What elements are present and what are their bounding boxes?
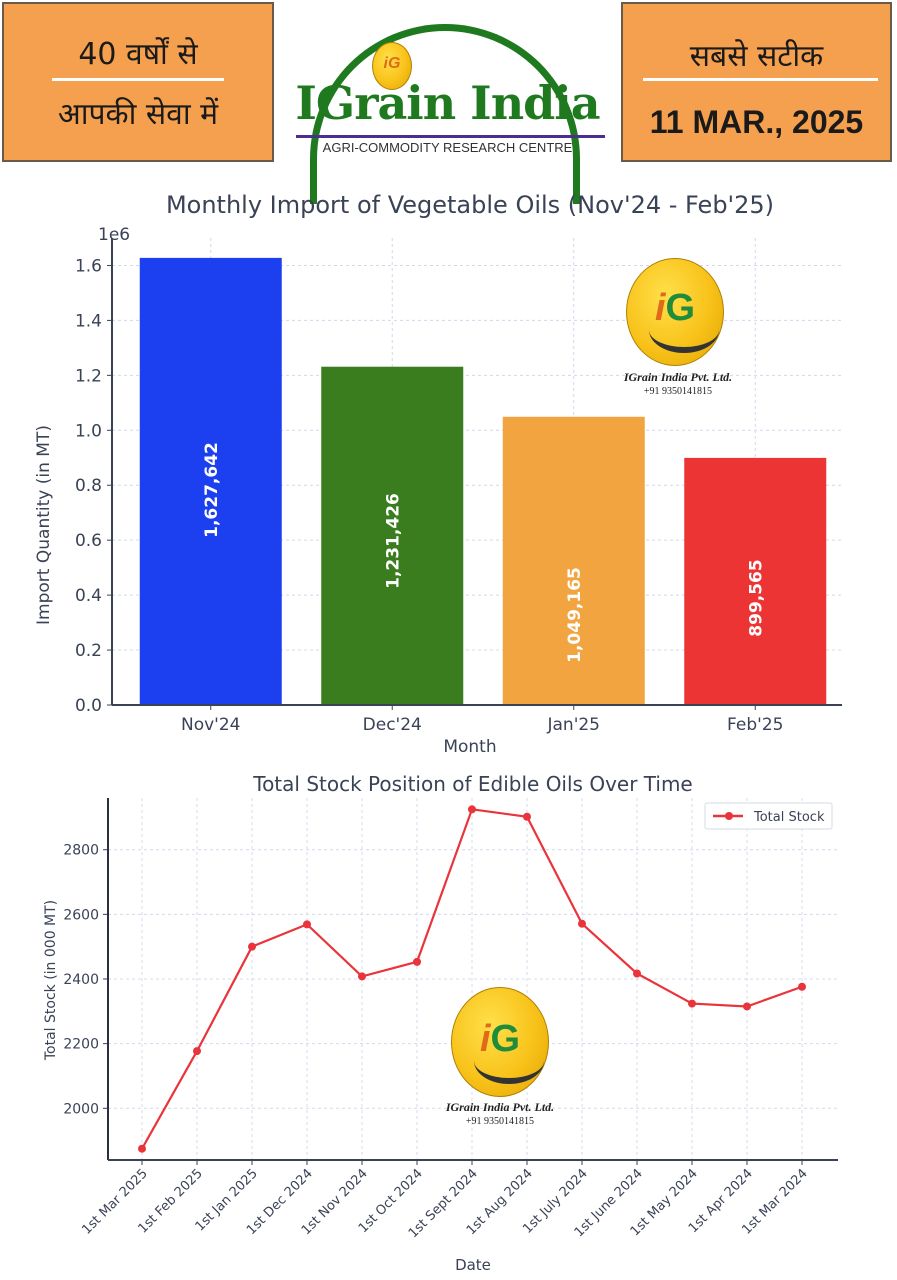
data-point	[193, 1047, 201, 1056]
y-tick-label: 0.2	[75, 641, 102, 661]
x-axis-label: Date	[455, 1256, 491, 1274]
bar-jan25	[502, 416, 645, 705]
logo-coin-icon: iG	[372, 42, 412, 90]
y-tick-label: 0.8	[75, 476, 102, 496]
legend-marker-icon	[725, 812, 733, 820]
y-tick-label: 2000	[63, 1101, 99, 1117]
y-tick-labels: 0.0 0.2 0.4 0.6 0.8 1.0 1.2 1.4 1.6	[75, 256, 102, 716]
axes	[107, 238, 842, 710]
y-tick-label: 2800	[63, 843, 99, 859]
x-tick-label: Feb'25	[727, 715, 783, 735]
data-point	[578, 919, 586, 928]
bar-feb25	[684, 457, 827, 705]
brand-name: IGrain India	[295, 76, 600, 130]
watermark-coin-icon: iG	[626, 258, 724, 366]
y-tick-label: 1.6	[75, 256, 102, 276]
data-point	[633, 969, 641, 978]
brand-tagline: AGRI-COMMODITY RESEARCH CENTRE	[322, 140, 573, 155]
bar-value-label: 899,565	[746, 559, 766, 636]
chart-title: Total Stock Position of Edible Oils Over…	[252, 772, 692, 796]
data-point	[743, 1002, 751, 1011]
y-axis-label: Total Stock (in 000 MT)	[43, 900, 59, 1061]
watermark-phone: +91 9350141815	[465, 1116, 535, 1127]
date-divider	[643, 78, 878, 81]
y-tick-labels: 2000 2200 2400 2600 2800	[63, 843, 99, 1118]
data-point	[138, 1144, 146, 1153]
legend: Total Stock	[704, 802, 833, 830]
watermark-company: IGrain India Pvt. Ltd.	[623, 370, 733, 384]
tagline-box: 40 वर्षों से आपकी सेवा में	[2, 2, 274, 162]
x-tick-label: Jan'25	[546, 715, 600, 735]
data-point	[358, 972, 366, 981]
y-tick-label: 2400	[63, 972, 99, 988]
chart-title: Monthly Import of Vegetable Oils (Nov'24…	[166, 191, 774, 219]
x-axis-label: Month	[443, 737, 496, 757]
grid	[108, 798, 838, 1160]
data-point	[248, 942, 256, 951]
bars	[139, 257, 827, 705]
y-tick-label: 2600	[63, 907, 99, 923]
series-points	[138, 805, 806, 1153]
bar-value-labels: 1,627,642 1,231,426 1,049,165 899,565	[202, 442, 767, 663]
y-tick-label: 0.0	[75, 696, 102, 716]
logo-badge-text: iG	[383, 55, 401, 72]
watermark-company: IGrain India Pvt. Ltd.	[445, 1100, 555, 1114]
y-tick-label: 0.6	[75, 531, 102, 551]
bar-dec24	[321, 366, 464, 705]
bar-nov24	[139, 257, 282, 705]
report-date: 11 MAR., 2025	[649, 104, 864, 140]
axes	[103, 798, 838, 1165]
watermark-coin-icon: iG	[451, 987, 549, 1097]
x-tick-labels: Nov'24 Dec'24 Jan'25 Feb'25	[181, 715, 783, 735]
y-tick-label: 2200	[63, 1037, 99, 1053]
y-offset-label: 1e6	[98, 225, 130, 245]
accuracy-label: सबसे सटीक	[689, 39, 824, 74]
y-tick-label: 0.4	[75, 586, 102, 606]
tagline-line1: 40 वर्षों से	[78, 37, 198, 72]
watermark-phone: +91 9350141815	[643, 386, 713, 397]
x-tick-label: Nov'24	[181, 715, 240, 735]
bar-value-label: 1,231,426	[383, 493, 403, 589]
watermark-swoosh	[474, 1038, 544, 1084]
data-point	[523, 812, 531, 821]
tagline-divider	[52, 78, 224, 81]
watermark-swoosh	[649, 307, 719, 353]
y-tick-label: 1.4	[75, 311, 102, 331]
data-point	[413, 957, 421, 966]
data-point	[688, 999, 696, 1008]
stock-line-chart: Total Stock Position of Edible Oils Over…	[43, 772, 838, 1274]
import-bar-chart: Monthly Import of Vegetable Oils (Nov'24…	[34, 191, 842, 757]
y-tick-label: 1.2	[75, 366, 102, 386]
y-tick-label: 1.0	[75, 421, 102, 441]
data-point	[798, 982, 806, 991]
x-tick-label: Dec'24	[363, 715, 422, 735]
legend-label: Total Stock	[753, 810, 825, 825]
legend-box	[704, 802, 833, 830]
bar-value-label: 1,049,165	[565, 567, 585, 663]
data-point	[468, 805, 476, 814]
date-box: सबसे सटीक 11 MAR., 2025	[621, 2, 892, 162]
bar-value-label: 1,627,642	[202, 442, 222, 538]
tagline-line2: आपकी सेवा में	[57, 97, 219, 132]
brand-logo: iG IGrain India AGRI-COMMODITY RESEARCH …	[274, 2, 621, 204]
brand-underline	[296, 135, 605, 138]
header-banner: 40 वर्षों से आपकी सेवा में iG IGrain Ind…	[0, 0, 897, 204]
data-point	[303, 920, 311, 929]
y-axis-label: Import Quantity (in MT)	[34, 425, 54, 625]
